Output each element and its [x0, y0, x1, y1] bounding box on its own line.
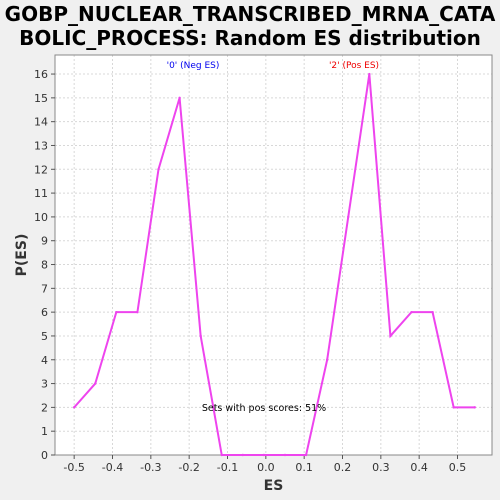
y-tick-label: 4: [41, 354, 48, 367]
x-tick-label: -0.2: [178, 461, 199, 474]
y-axis-label: P(ES): [14, 234, 30, 277]
data-point: [431, 310, 434, 314]
chart-title-line-1: GOBP_NUCLEAR_TRANSCRIBED_MRNA_CATA: [4, 2, 496, 26]
data-point: [178, 96, 181, 100]
pos-score-text: Sets with pos scores: 51%: [202, 403, 326, 414]
x-tick-label: 0.0: [257, 461, 275, 474]
data-point: [325, 358, 329, 361]
x-tick-label: -0.5: [63, 461, 84, 474]
x-tick-label: 0.2: [334, 461, 352, 474]
plot-area: [55, 55, 492, 455]
data-point: [199, 334, 202, 338]
data-point: [368, 72, 371, 76]
chart-title: GOBP_NUCLEAR_TRANSCRIBED_MRNA_CATA BOLIC…: [0, 2, 500, 50]
series-line: [73, 73, 475, 456]
data-point: [389, 334, 392, 338]
x-tick-label: 0.4: [410, 461, 428, 474]
data-point: [347, 215, 350, 219]
y-tick-label: 6: [41, 306, 48, 319]
data-point: [157, 168, 160, 171]
y-tick-label: 10: [34, 211, 48, 224]
y-tick-label: 13: [34, 139, 48, 152]
y-tick-label: 8: [41, 259, 48, 272]
y-tick-label: 5: [41, 330, 48, 343]
y-tick-label: 11: [34, 187, 48, 200]
y-tick-label: 12: [34, 163, 48, 176]
data-point: [304, 453, 308, 457]
neg-es-label: '0' (Neg ES): [167, 61, 220, 71]
y-tick-label: 0: [41, 449, 48, 462]
data-point: [72, 406, 76, 409]
data-point: [262, 453, 266, 457]
x-tick-label: 0.1: [295, 461, 313, 474]
x-tick-label: 0.5: [449, 461, 467, 474]
data-point: [452, 406, 455, 409]
data-point: [283, 453, 287, 457]
y-tick-label: 9: [41, 235, 48, 248]
data-point: [473, 406, 476, 409]
chart-title-line-2: BOLIC_PROCESS: Random ES distribution: [19, 26, 481, 50]
pos-es-label: '2' (Pos ES): [329, 61, 379, 71]
data-point: [220, 453, 223, 457]
x-tick-label: 0.3: [372, 461, 390, 474]
data-point: [115, 310, 118, 314]
x-tick-label: -0.1: [217, 461, 238, 474]
data-point: [136, 310, 139, 314]
data-point: [410, 310, 413, 314]
y-tick-label: 2: [41, 401, 48, 414]
y-tick-label: 14: [34, 116, 48, 129]
data-point: [241, 453, 245, 457]
data-point: [94, 382, 97, 385]
x-tick-label: -0.4: [102, 461, 123, 474]
y-tick-label: 15: [34, 92, 48, 105]
y-tick-label: 16: [34, 68, 48, 81]
y-tick-label: 3: [41, 378, 48, 391]
x-tick-label: -0.3: [140, 461, 161, 474]
y-tick-label: 7: [41, 282, 48, 295]
x-axis-label: ES: [264, 478, 284, 494]
y-tick-label: 1: [41, 425, 48, 438]
